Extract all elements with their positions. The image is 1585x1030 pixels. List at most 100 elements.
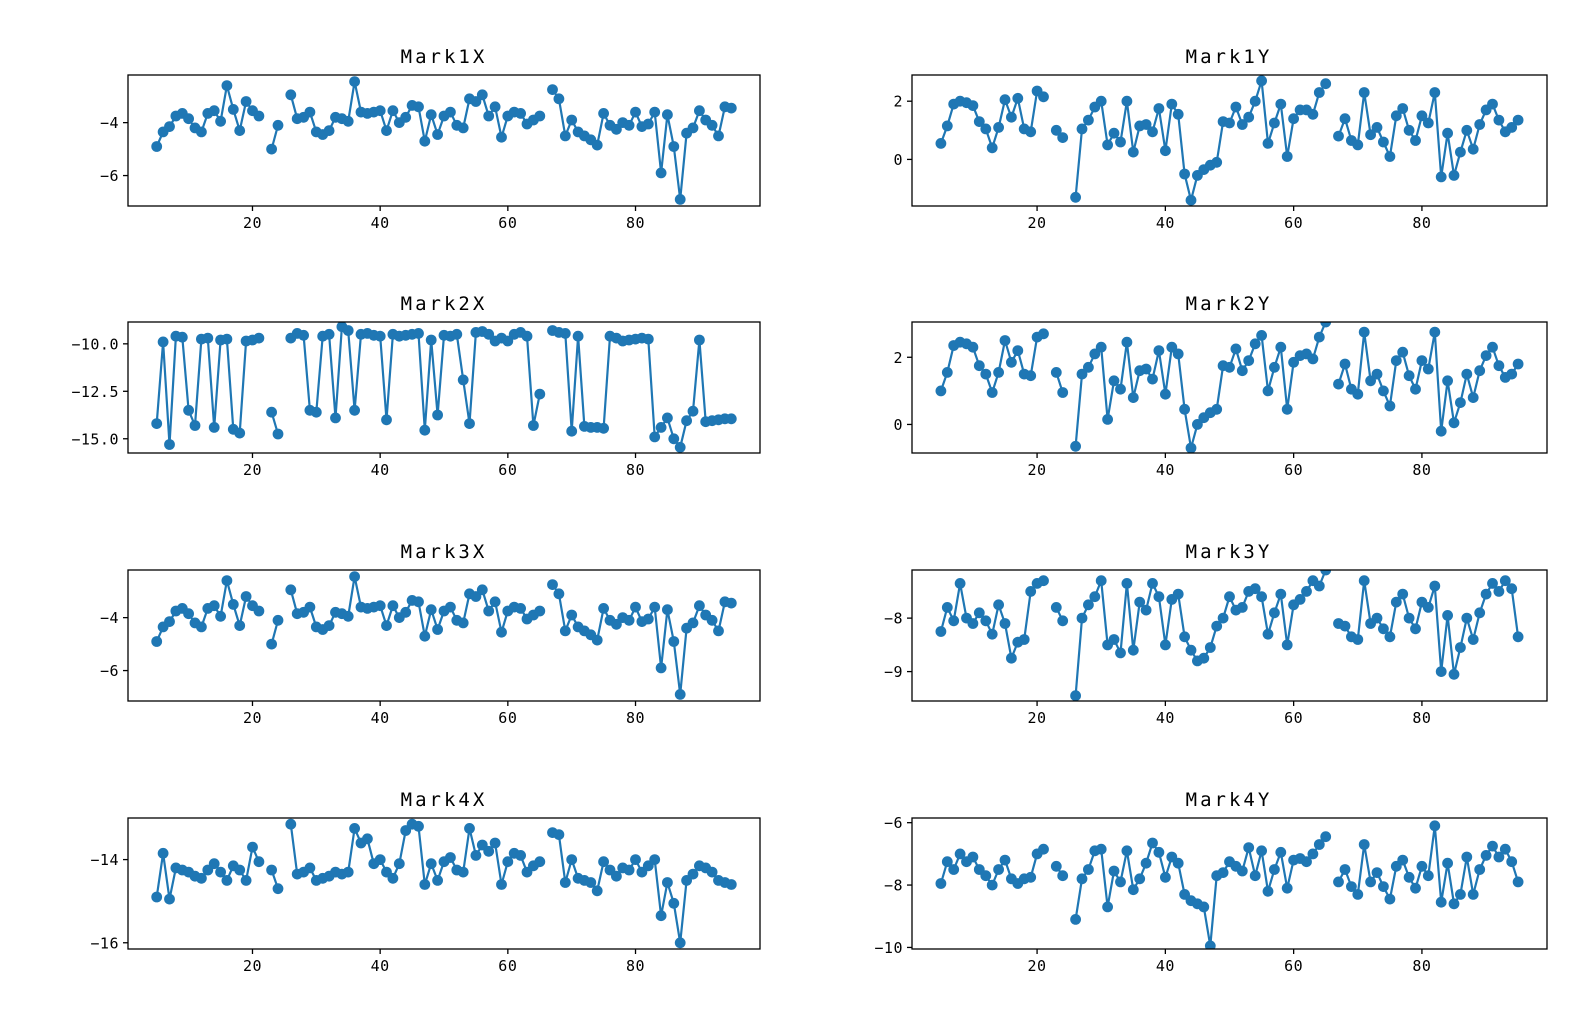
- data-point: [572, 330, 584, 342]
- data-point: [706, 866, 718, 878]
- data-point: [668, 897, 680, 909]
- data-point: [176, 331, 188, 343]
- data-point: [1224, 591, 1235, 603]
- data-point: [1333, 876, 1344, 888]
- data-point: [725, 879, 737, 890]
- data-point: [1512, 114, 1524, 126]
- x-tick-label: 60: [1284, 461, 1303, 479]
- data-point: [476, 584, 488, 596]
- data-point: [1390, 596, 1402, 608]
- data-point: [1352, 139, 1364, 151]
- data-point: [413, 596, 424, 608]
- data-point: [1083, 864, 1094, 875]
- data-point: [649, 601, 661, 613]
- data-point: [1397, 854, 1409, 866]
- data-point: [1211, 156, 1223, 168]
- data-point: [1166, 341, 1178, 353]
- x-tick-label: 60: [1284, 214, 1303, 232]
- data-point: [591, 634, 603, 646]
- data-point: [221, 80, 233, 91]
- data-point: [954, 578, 966, 589]
- y-tick-label: −15.0: [71, 430, 119, 448]
- data-point: [515, 603, 526, 614]
- data-point: [151, 141, 163, 152]
- data-point: [457, 122, 469, 134]
- data-point: [381, 414, 392, 426]
- data-point: [349, 823, 360, 834]
- data-point: [566, 114, 578, 126]
- data-point: [183, 608, 195, 620]
- data-point: [1172, 108, 1184, 120]
- axes-frame: [911, 74, 1548, 207]
- data-point: [655, 167, 667, 179]
- data-point: [1249, 870, 1261, 882]
- data-point: [1410, 882, 1421, 894]
- data-point: [151, 418, 163, 429]
- data-point: [419, 135, 431, 147]
- data-point: [1153, 846, 1165, 858]
- data-point: [1115, 876, 1126, 888]
- data-point: [445, 106, 456, 118]
- data-point: [1153, 103, 1165, 114]
- data-point: [234, 125, 246, 136]
- data-point: [999, 854, 1011, 866]
- data-point: [1256, 75, 1267, 87]
- data-point: [419, 879, 431, 890]
- data-point: [566, 609, 578, 621]
- data-point: [662, 877, 673, 888]
- data-point: [1461, 368, 1473, 380]
- data-point: [208, 422, 220, 433]
- data-point: [1018, 634, 1030, 645]
- x-tick-label: 40: [1156, 214, 1175, 232]
- data-point: [1435, 666, 1447, 677]
- data-point: [1512, 358, 1524, 370]
- y-tick-label: −10.0: [71, 335, 119, 353]
- data-point: [681, 415, 692, 427]
- data-point: [285, 584, 297, 596]
- data-point: [489, 101, 501, 113]
- data-point: [1480, 350, 1492, 361]
- data-point: [941, 120, 953, 132]
- data-point: [1487, 840, 1498, 852]
- data-point: [342, 610, 354, 622]
- data-point: [999, 618, 1011, 629]
- data-point: [1057, 870, 1069, 882]
- data-point: [1474, 607, 1486, 619]
- data-point: [425, 109, 437, 121]
- data-point: [234, 864, 246, 876]
- data-point: [935, 138, 947, 149]
- data-point: [393, 858, 405, 870]
- data-point: [948, 615, 960, 627]
- series-line: [939, 322, 1520, 449]
- data-point: [1281, 151, 1293, 162]
- data-point: [1403, 612, 1415, 624]
- data-point: [304, 106, 316, 118]
- data-point: [694, 600, 705, 612]
- data-point: [980, 615, 992, 627]
- data-point: [1070, 191, 1081, 203]
- data-point: [1249, 338, 1261, 350]
- data-point: [1179, 403, 1190, 415]
- data-point: [1435, 425, 1447, 437]
- data-point: [1089, 348, 1101, 360]
- data-series: [151, 76, 737, 205]
- y-tick-label: −8: [884, 877, 903, 895]
- plot-title: Mark2X: [401, 293, 488, 315]
- data-point: [253, 110, 265, 122]
- data-point: [1313, 580, 1325, 592]
- data-point: [272, 428, 284, 440]
- data-point: [1236, 865, 1248, 877]
- data-point: [1339, 358, 1351, 370]
- data-point: [1006, 652, 1017, 664]
- data-point: [980, 123, 992, 135]
- x-tick-label: 80: [626, 214, 645, 232]
- data-point: [1333, 378, 1344, 390]
- y-tick-label: −12.5: [71, 383, 119, 401]
- data-series: [151, 322, 737, 453]
- data-point: [240, 875, 252, 886]
- data-point: [1160, 871, 1171, 883]
- data-point: [1095, 341, 1107, 353]
- data-point: [483, 605, 495, 617]
- y-tick-label: −4: [100, 609, 119, 627]
- data-point: [1281, 403, 1293, 415]
